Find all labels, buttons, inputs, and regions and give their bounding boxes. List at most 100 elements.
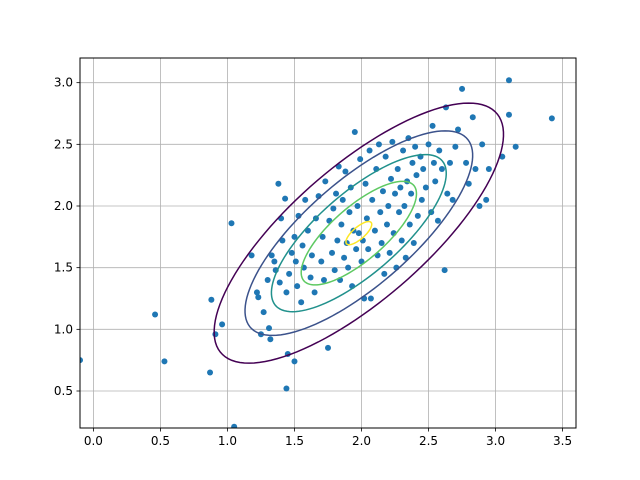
data-point bbox=[438, 166, 445, 172]
data-point bbox=[228, 220, 235, 227]
data-point bbox=[548, 115, 555, 122]
data-point bbox=[452, 143, 459, 150]
data-point bbox=[476, 203, 483, 209]
data-point bbox=[432, 178, 439, 185]
x-tick-label: 2.5 bbox=[419, 434, 438, 448]
data-point bbox=[367, 295, 374, 302]
data-point bbox=[342, 168, 349, 175]
data-point bbox=[382, 153, 389, 160]
data-point bbox=[410, 240, 417, 246]
data-point bbox=[401, 203, 408, 209]
x-tick-label: 0.0 bbox=[84, 434, 103, 448]
data-point bbox=[392, 190, 399, 197]
data-point bbox=[414, 212, 421, 219]
data-point bbox=[253, 289, 260, 296]
data-point bbox=[436, 147, 443, 154]
y-tick-label: 2.0 bbox=[54, 199, 73, 213]
data-point bbox=[275, 180, 282, 187]
data-point bbox=[345, 264, 352, 271]
data-point bbox=[331, 267, 338, 274]
y-tick-label: 1.0 bbox=[54, 322, 73, 336]
x-tick-label: 2.0 bbox=[352, 434, 371, 448]
plot-frame bbox=[79, 57, 577, 429]
data-point bbox=[294, 283, 301, 290]
data-point bbox=[266, 325, 273, 332]
data-point bbox=[412, 143, 419, 150]
data-point bbox=[396, 209, 403, 216]
data-point bbox=[485, 166, 492, 172]
data-point bbox=[283, 385, 290, 392]
data-point bbox=[413, 172, 420, 179]
data-point bbox=[512, 143, 519, 150]
data-point bbox=[322, 178, 329, 185]
data-point bbox=[283, 289, 290, 296]
data-point bbox=[505, 111, 512, 118]
x-tick-label: 1.0 bbox=[218, 434, 237, 448]
data-point bbox=[420, 166, 427, 172]
axis-ticks: 0.0 0.5 1.0 1.5 2.0 2.5 3.0 3.5 0.5 1.0 1.5 2.0 2.5 3… bbox=[54, 76, 572, 448]
data-point bbox=[363, 215, 370, 222]
data-point bbox=[398, 237, 405, 244]
data-point bbox=[381, 270, 388, 277]
data-point bbox=[365, 246, 372, 253]
data-point bbox=[291, 358, 298, 365]
data-point bbox=[219, 321, 226, 328]
data-point bbox=[333, 190, 340, 197]
x-tick-label: 1.5 bbox=[285, 434, 304, 448]
data-point bbox=[248, 252, 255, 259]
data-point bbox=[429, 122, 436, 129]
data-point bbox=[288, 249, 295, 256]
data-point bbox=[418, 196, 425, 203]
data-point bbox=[276, 279, 283, 286]
data-point bbox=[469, 114, 476, 121]
contour-level-4 bbox=[300, 180, 418, 286]
data-point bbox=[291, 233, 298, 240]
data-point bbox=[264, 277, 271, 283]
data-point bbox=[338, 221, 345, 228]
data-point bbox=[375, 141, 382, 148]
data-point bbox=[152, 311, 159, 318]
data-point bbox=[329, 249, 336, 256]
data-point bbox=[355, 230, 362, 237]
x-tick-label: 3.0 bbox=[486, 434, 505, 448]
data-point bbox=[353, 246, 360, 253]
data-point bbox=[354, 203, 361, 209]
data-point bbox=[465, 180, 472, 187]
data-point bbox=[444, 190, 451, 197]
data-point bbox=[325, 344, 331, 351]
data-point bbox=[400, 147, 407, 154]
data-point bbox=[483, 196, 490, 203]
data-point bbox=[212, 331, 219, 338]
data-point bbox=[362, 180, 369, 187]
data-point bbox=[318, 258, 325, 265]
data-point bbox=[308, 252, 315, 259]
contour-lines bbox=[213, 102, 505, 364]
data-point bbox=[351, 129, 358, 135]
y-tick-label: 2.5 bbox=[54, 137, 73, 151]
data-point bbox=[334, 237, 341, 244]
data-point bbox=[406, 221, 413, 228]
data-point bbox=[371, 227, 378, 234]
x-tick-label: 0.5 bbox=[151, 434, 170, 448]
data-point bbox=[311, 289, 318, 296]
data-point bbox=[430, 159, 437, 166]
data-point bbox=[505, 77, 512, 84]
data-point bbox=[330, 205, 337, 212]
data-point bbox=[385, 203, 392, 209]
data-point bbox=[282, 195, 289, 202]
y-tick-label: 3.0 bbox=[54, 76, 73, 90]
data-point bbox=[434, 217, 441, 224]
data-point bbox=[446, 159, 453, 166]
contour-level-2 bbox=[244, 130, 474, 337]
data-point bbox=[207, 369, 214, 376]
data-point bbox=[425, 141, 432, 148]
data-point bbox=[208, 296, 215, 303]
data-point bbox=[161, 358, 168, 365]
data-point bbox=[441, 267, 448, 274]
contour-level-5 bbox=[345, 220, 373, 246]
data-point bbox=[449, 196, 456, 203]
data-point bbox=[388, 175, 395, 182]
data-point bbox=[386, 249, 393, 256]
data-point bbox=[267, 336, 274, 343]
